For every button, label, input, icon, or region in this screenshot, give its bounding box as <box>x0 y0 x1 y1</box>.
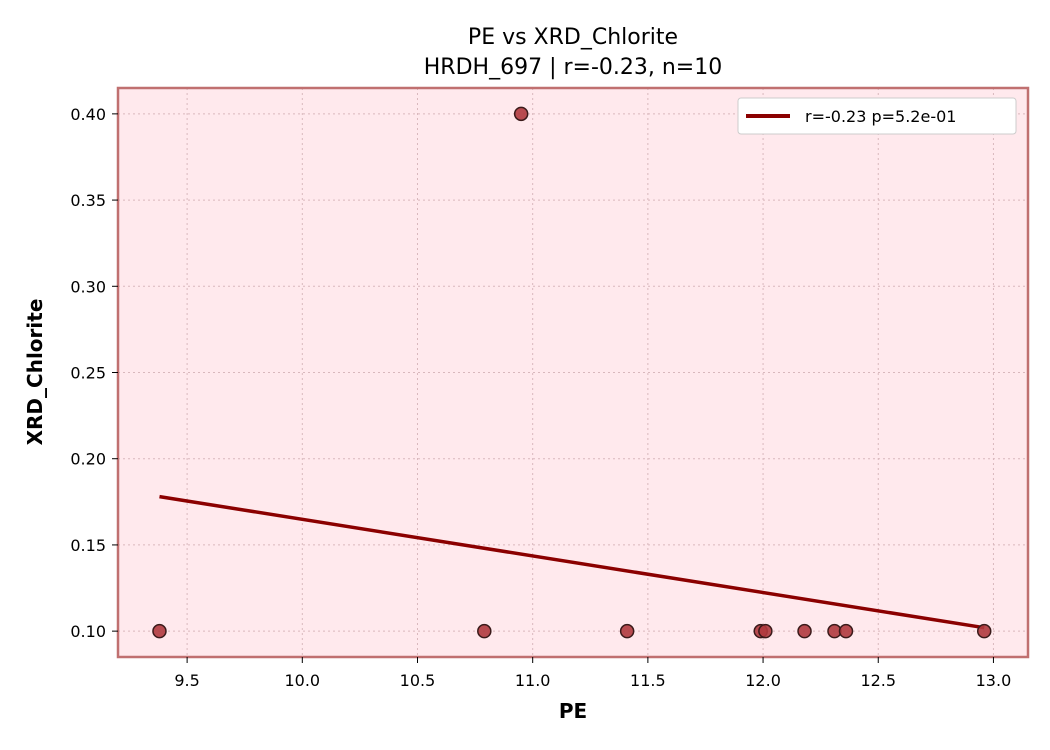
y-axis-ticks: 0.10 0.15 0.20 0.25 0.30 0.35 0.40 <box>70 105 118 641</box>
chart-title: PE vs XRD_Chlorite <box>468 25 678 50</box>
legend-box <box>737 97 1017 135</box>
data-point <box>619 623 635 639</box>
data-point <box>976 623 992 639</box>
y-tick-label: 0.30 <box>70 277 106 296</box>
data-point <box>797 623 812 639</box>
y-axis-label: XRD_Chlorite <box>23 299 47 446</box>
chart-subtitle: HRDH_697 | r=-0.23, n=10 <box>424 55 722 80</box>
x-tick-label: 13.0 <box>976 671 1012 690</box>
x-tick-label: 11.0 <box>515 671 551 690</box>
legend-label: r=-0.23 p=5.2e-01 <box>805 107 956 126</box>
y-tick-label: 0.35 <box>70 191 106 210</box>
data-point <box>477 623 492 639</box>
x-tick-label: 12.0 <box>745 671 781 690</box>
data-point <box>152 623 167 639</box>
y-tick-label: 0.15 <box>70 536 106 555</box>
data-points <box>152 106 992 639</box>
x-axis-ticks: 9.5 10.0 10.5 11.0 11.5 12.0 12.5 13.0 <box>174 657 1011 690</box>
x-tick-label: 11.5 <box>630 671 666 690</box>
x-tick-label: 10.0 <box>284 671 320 690</box>
legend: r=-0.23 p=5.2e-01 <box>737 97 1017 135</box>
y-tick-label: 0.40 <box>70 105 106 124</box>
y-tick-label: 0.10 <box>70 622 106 641</box>
x-tick-label: 10.5 <box>400 671 436 690</box>
grid <box>118 88 1028 657</box>
data-point <box>838 623 854 639</box>
fit-line <box>159 494 985 630</box>
x-axis-label: PE <box>559 699 587 723</box>
y-tick-label: 0.20 <box>70 450 106 469</box>
x-tick-label: 12.5 <box>860 671 896 690</box>
data-point <box>513 106 529 122</box>
y-tick-label: 0.25 <box>70 364 106 383</box>
x-tick-label: 9.5 <box>174 671 199 690</box>
data-point <box>758 623 773 639</box>
fit-line-group <box>159 494 985 630</box>
